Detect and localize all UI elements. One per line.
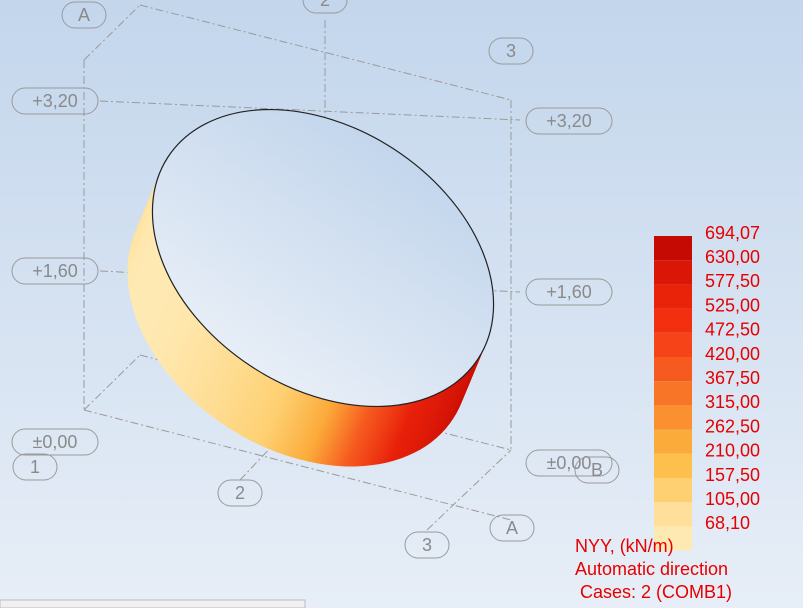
cases: Cases: 2 (COMB1) <box>580 582 732 602</box>
legend-swatch <box>654 357 692 382</box>
grid-label-frame <box>574 456 620 484</box>
grid-label: +3,20 <box>32 91 78 111</box>
grid-label-frame <box>302 0 348 14</box>
grid-label: B <box>591 460 603 480</box>
legend-swatch <box>654 381 692 406</box>
legend-value: 694,07 <box>705 223 760 243</box>
grid-label-frame <box>11 87 99 115</box>
legend-value: 420,00 <box>705 344 760 364</box>
legend-value: 630,00 <box>705 247 760 267</box>
grid-label-frame <box>11 257 99 285</box>
grid-label-frame <box>525 107 613 135</box>
legend-value: 68,10 <box>705 513 750 533</box>
grid-label: +1,60 <box>546 282 592 302</box>
grid-label: ±0,00 <box>33 432 78 452</box>
grid-label: A <box>506 518 518 538</box>
grid-label-frame <box>525 278 613 306</box>
legend-swatch <box>654 332 692 357</box>
legend: 694,07 630,00 577,50 525,00 472,50 420,00 367,… <box>654 223 760 551</box>
legend-swatch <box>654 502 692 527</box>
legend-value: 472,50 <box>705 320 760 340</box>
grid-label: 3 <box>422 535 432 555</box>
legend-swatch <box>654 260 692 285</box>
grid-label-frame <box>217 479 263 507</box>
grid-label: +1,60 <box>32 261 78 281</box>
legend-swatch <box>654 453 692 478</box>
legend-swatch <box>654 405 692 430</box>
grid-label: A <box>78 5 90 25</box>
grid-label-frame <box>525 449 613 477</box>
grid-label: 2 <box>235 483 245 503</box>
legend-value: 315,00 <box>705 392 760 412</box>
direction: Automatic direction <box>575 559 728 579</box>
quantity: NYY, (kN/m) <box>575 536 674 556</box>
legend-swatch <box>654 478 692 503</box>
legend-swatch <box>654 429 692 454</box>
legend-value: 210,00 <box>705 441 760 461</box>
legend-value: 525,00 <box>705 295 760 315</box>
legend-value: 105,00 <box>705 489 760 509</box>
grid-label-frame <box>11 428 99 456</box>
grid-label: +3,20 <box>546 111 592 131</box>
grid-label: 1 <box>30 457 40 477</box>
legend-swatch <box>654 308 692 333</box>
grid-label: 3 <box>506 41 516 61</box>
grid-label-frame <box>61 1 107 29</box>
legend-swatch <box>654 284 692 309</box>
grid-label-frame <box>404 531 450 559</box>
legend-swatch <box>654 526 692 551</box>
legend-swatch <box>654 236 692 261</box>
grid-label-frame <box>12 453 58 481</box>
ring-hole <box>151 108 495 408</box>
legend-value: 367,50 <box>705 368 760 388</box>
status-bar <box>0 599 306 609</box>
grid-label-frame <box>488 37 534 65</box>
grid-label-frame <box>489 514 535 542</box>
legend-value: 577,50 <box>705 271 760 291</box>
grid-label: ±0,00 <box>547 453 592 473</box>
legend-value: 262,50 <box>705 416 760 436</box>
grid-label: 2 <box>320 0 330 10</box>
legend-value: 157,50 <box>705 465 760 485</box>
